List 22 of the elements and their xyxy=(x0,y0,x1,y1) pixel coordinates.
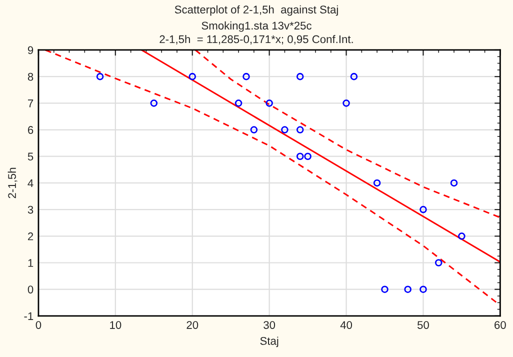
y-tick-label: 5 xyxy=(28,152,34,160)
y-tick-label: 8 xyxy=(28,72,34,81)
y-tick-label: -1 xyxy=(24,312,34,320)
y-tick-label: 2 xyxy=(28,232,34,240)
x-axis-title: Staj xyxy=(260,336,278,348)
y-tick-label: 0 xyxy=(28,286,34,294)
y-axis-title: 2-1,5h xyxy=(8,168,18,198)
x-tick-label: 20 xyxy=(186,321,198,329)
y-tick-label: 4 xyxy=(28,179,34,187)
chart-subtitle: Smoking1.sta 13v*25c 2-1,5h = 11,285-0,171*x; 0,95 Conf.Int. xyxy=(160,21,353,44)
chart-title: Scatterplot of 2-1,5h against Staj xyxy=(174,5,338,16)
x-tick-label: 0 xyxy=(36,321,42,329)
x-tick-label: 10 xyxy=(110,321,122,329)
y-tick-label: 7 xyxy=(28,100,34,108)
x-tick-label: 50 xyxy=(417,321,429,329)
y-tick-label: 1 xyxy=(28,259,34,267)
x-tick-label: 40 xyxy=(340,321,352,329)
x-tick-label: 30 xyxy=(264,321,276,329)
y-tick-label: 3 xyxy=(28,206,34,214)
x-tick-label: 60 xyxy=(494,321,506,329)
y-tick-label: 9 xyxy=(28,46,34,54)
y-tick-label: 6 xyxy=(28,126,34,134)
